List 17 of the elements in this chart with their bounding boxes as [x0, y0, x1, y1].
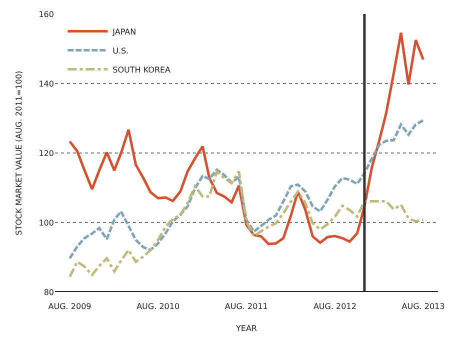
- line-series: [68, 170, 424, 278]
- x-tick-label: AUG. 2010: [136, 302, 180, 311]
- legend-label: JAPAN: [112, 27, 136, 36]
- x-tick-label: AUG. 2012: [313, 302, 356, 311]
- line-series: [68, 119, 424, 260]
- y-tick-label: 80: [44, 288, 54, 297]
- y-tick-label: 160: [38, 10, 54, 19]
- legend-label: SOUTH KOREA: [112, 65, 172, 74]
- y-tick-label: 120: [38, 148, 54, 158]
- x-tick-label: AUG. 2011: [224, 302, 268, 311]
- y-tick-label: 100: [38, 218, 54, 228]
- legend-label: U.S.: [112, 46, 129, 56]
- y-axis-title: STOCK MARKET VALUE (AUG. 2011=100): [14, 70, 24, 236]
- x-axis-title: YEAR: [235, 324, 258, 334]
- x-tick-label: AUG. 2013: [402, 302, 445, 311]
- x-tick-label: AUG. 2009: [48, 302, 92, 311]
- y-tick-label: 140: [38, 79, 54, 88]
